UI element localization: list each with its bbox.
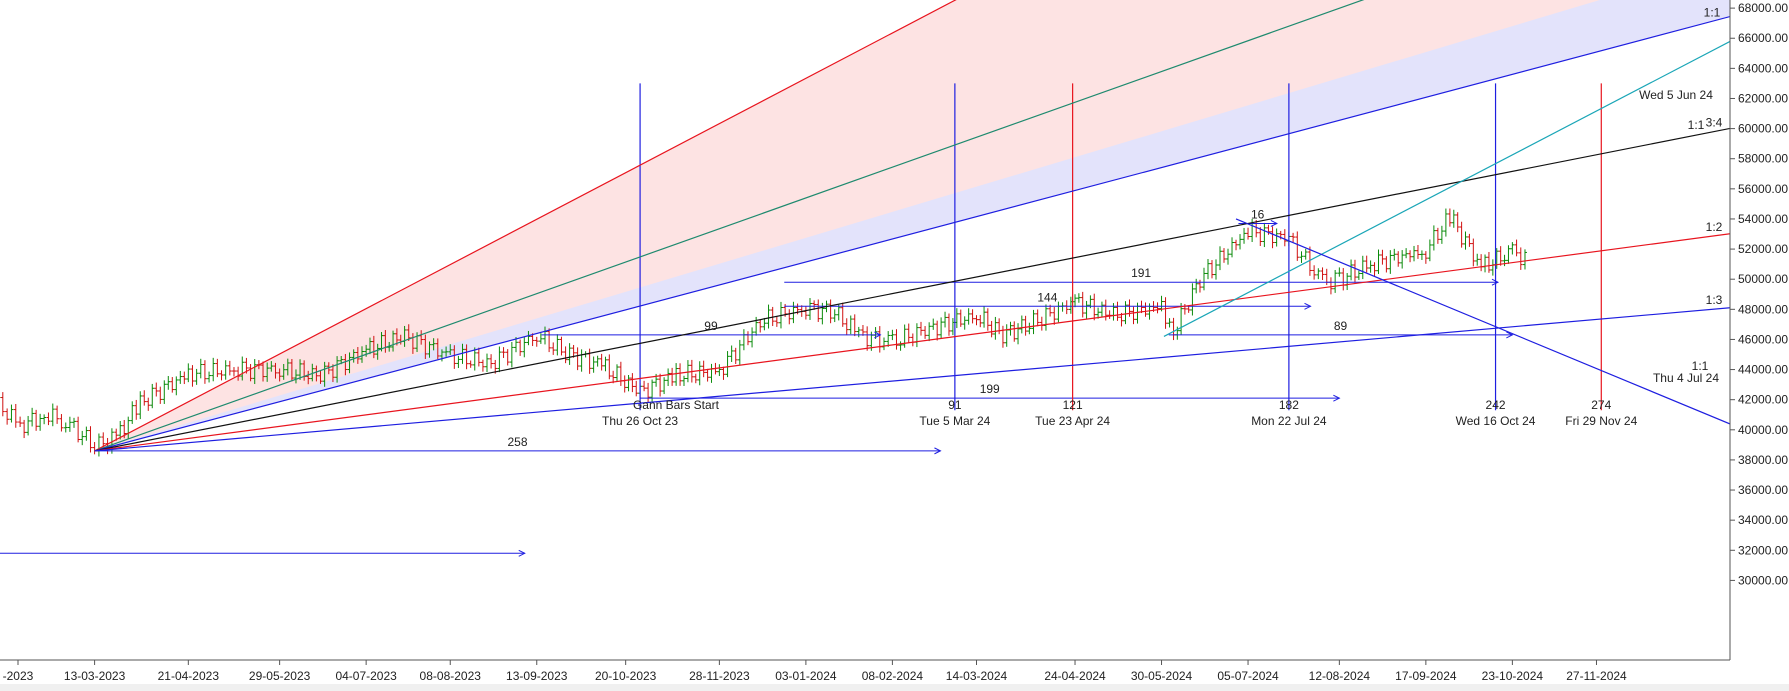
gann-line-5: [94, 307, 1730, 452]
time-count-arrowhead: [1506, 331, 1514, 339]
vertical-marker-count: 91: [948, 398, 962, 412]
y-tick-label: 50000.00: [1738, 272, 1788, 286]
y-tick-label: 56000.00: [1738, 182, 1788, 196]
x-tick-label: 13-09-2023: [506, 669, 568, 683]
time-count-label: 99: [704, 319, 718, 333]
y-tick-label: 60000.00: [1738, 122, 1788, 136]
gann-line-1: [94, 0, 1365, 452]
x-tick-label: 28-11-2023: [689, 669, 750, 683]
time-count-label: 16: [1251, 207, 1265, 221]
y-tick-label: 30000.00: [1738, 573, 1788, 587]
gann-line-0: [94, 0, 957, 452]
price-series: [0, 208, 1527, 457]
vertical-marker-date: Wed 16 Oct 24: [1456, 414, 1536, 428]
gann-ratio-label: 1:3: [1706, 293, 1723, 307]
time-count-arrowhead: [1333, 394, 1341, 402]
y-tick-label: 54000.00: [1738, 212, 1788, 226]
vertical-marker-date: Tue 5 Mar 24: [919, 414, 990, 428]
y-axis[interactable]: 30000.00 32000.00 34000.00 36000.00 38000.00…: [1729, 0, 1788, 660]
y-tick-label: 38000.00: [1738, 453, 1788, 467]
time-count-arrowhead: [874, 331, 882, 339]
gann-lines: [94, 0, 1730, 452]
y-tick-label: 48000.00: [1738, 302, 1788, 316]
gann-line-6: [1163, 40, 1730, 337]
x-tick-label: 12-08-2024: [1309, 669, 1371, 683]
gann-line-3: [94, 127, 1730, 452]
gann-ratio-label: 3:4: [1706, 116, 1723, 130]
gann-ratio-label: 1:1: [1704, 5, 1721, 19]
x-tick-label: -2023: [3, 669, 34, 683]
y-tick-label: 52000.00: [1738, 242, 1788, 256]
x-tick-label: 17-09-2024: [1395, 669, 1457, 683]
x-tick-label: 21-04-2023: [158, 669, 220, 683]
vertical-marker-date: Mon 22 Jul 24: [1251, 414, 1327, 428]
time-count-arrowhead: [518, 549, 526, 557]
blue-fan-band: [94, 0, 1730, 451]
vertical-marker-count: 182: [1279, 398, 1299, 412]
vertical-marker-date: Tue 23 Apr 24: [1035, 414, 1110, 428]
gann-line-7: [1235, 218, 1730, 425]
x-axis[interactable]: -2023 13-03-2023 21-04-2023 29-05-2023 04-07…: [0, 659, 1789, 691]
y-tick-label: 36000.00: [1738, 483, 1788, 497]
time-count-label: 89: [1334, 319, 1348, 333]
time-count-label: 191: [1131, 266, 1151, 280]
annotation-label: Gann Bars Start: [633, 398, 720, 412]
annotation-label: 1:1: [1688, 118, 1705, 132]
y-tick-label: 58000.00: [1738, 152, 1788, 166]
vertical-marker-date: Thu 26 Oct 23: [602, 414, 678, 428]
time-count-arrowhead: [1270, 220, 1278, 227]
x-tick-label: 08-08-2023: [420, 669, 482, 683]
time-count-arrowhead: [1491, 278, 1500, 286]
vertical-marker-count: 242: [1486, 398, 1506, 412]
time-count-label: 199: [980, 382, 1000, 396]
x-tick-label: 23-10-2024: [1482, 669, 1544, 683]
y-tick-label: 46000.00: [1738, 332, 1788, 346]
x-tick-label: 20-10-2023: [595, 669, 657, 683]
y-tick-label: 32000.00: [1738, 543, 1788, 557]
horizontal-scrollbar: [0, 684, 1789, 691]
x-tick-label: 30-05-2024: [1131, 669, 1193, 683]
vertical-marker-count: 274: [1591, 398, 1611, 412]
annotation-label: 1:1: [1692, 359, 1709, 373]
y-tick-label: 44000.00: [1738, 363, 1788, 377]
x-tick-label: 27-11-2024: [1566, 669, 1627, 683]
annotation-label: Thu 4 Jul 24: [1653, 371, 1719, 385]
y-tick-label: 62000.00: [1738, 91, 1788, 105]
time-count-arrowhead: [934, 447, 942, 455]
vertical-markers: [639, 83, 1602, 411]
y-tick-label: 42000.00: [1738, 393, 1788, 407]
annotation-label: Wed 5 Jun 24: [1639, 88, 1713, 102]
x-tick-label: 14-03-2024: [946, 669, 1008, 683]
x-tick-label: 29-05-2023: [249, 669, 311, 683]
gann-line-4: [94, 233, 1730, 452]
time-count-label: 144: [1037, 290, 1057, 304]
x-tick-label: 24-04-2024: [1044, 669, 1106, 683]
x-tick-label: 03-01-2024: [775, 669, 837, 683]
time-count-label: 258: [508, 435, 528, 449]
y-tick-label: 40000.00: [1738, 423, 1788, 437]
chart-labels: 258 199 99 144 191 89 16 Thu 26 Oct 23 91 Tue 5 M…: [508, 5, 1723, 449]
x-tick-label: 04-07-2023: [335, 669, 397, 683]
y-tick-label: 34000.00: [1738, 513, 1788, 527]
y-tick-label: 64000.00: [1738, 61, 1788, 75]
y-tick-label: 68000.00: [1738, 1, 1788, 15]
x-tick-label: 05-07-2024: [1217, 669, 1279, 683]
time-count-arrowhead: [1304, 302, 1312, 310]
x-tick-label: 13-03-2023: [64, 669, 126, 683]
gann-ratio-label: 1:2: [1706, 220, 1723, 234]
gann-line-2: [94, 15, 1730, 452]
x-tick-label: 08-02-2024: [862, 669, 924, 683]
vertical-marker-date: Fri 29 Nov 24: [1565, 414, 1637, 428]
vertical-marker-count: 121: [1063, 398, 1083, 412]
y-tick-label: 66000.00: [1738, 31, 1788, 45]
